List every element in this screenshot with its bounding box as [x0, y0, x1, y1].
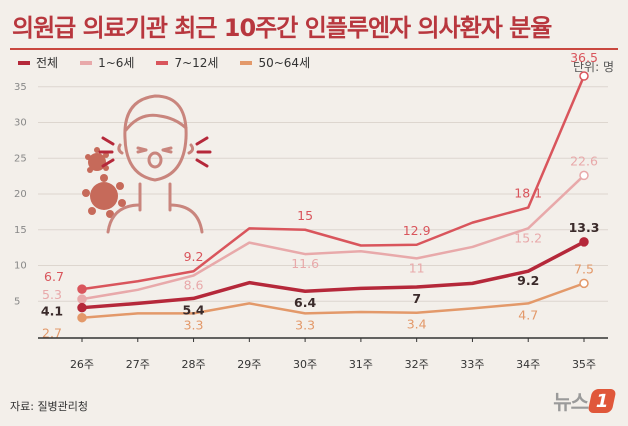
title-divider	[10, 48, 618, 50]
series-line	[81, 174, 585, 301]
legend: 전체 1~6세 7~12세 50~64세	[18, 54, 310, 71]
series-line	[81, 282, 585, 319]
data-label: 9.2	[517, 273, 539, 288]
data-label: 15.2	[514, 230, 542, 245]
x-tick-label: 32주	[405, 358, 429, 371]
news1-logo: 뉴스 1	[553, 386, 617, 415]
data-point	[579, 71, 589, 81]
grid-layer: 5 10 15 20 25 30 35	[14, 82, 608, 307]
x-tick-label: 30주	[293, 358, 317, 371]
data-label: 18.1	[514, 186, 542, 201]
x-tick-label: 28주	[181, 358, 205, 371]
y-tick-label: 20	[14, 189, 27, 200]
data-point	[77, 302, 87, 313]
virus-icon	[82, 174, 126, 218]
face-icon	[106, 94, 204, 234]
data-label: 36.5	[570, 50, 598, 65]
data-label: 7.5	[574, 261, 594, 276]
x-tick-label: 29주	[237, 358, 261, 371]
data-point	[77, 294, 87, 304]
data-label: 11	[409, 260, 425, 275]
data-label: 7	[412, 291, 421, 306]
legend-swatch	[80, 60, 93, 65]
series-layer	[77, 71, 589, 323]
legend-label: 7~12세	[174, 56, 219, 70]
x-tick-label: 27주	[126, 358, 150, 371]
data-label: 3.4	[407, 317, 427, 332]
legend-item: 7~12세	[156, 54, 218, 71]
source-note: 자료: 질병관리청	[10, 400, 89, 413]
data-label: 5.4	[182, 302, 204, 317]
data-label: 22.6	[570, 153, 598, 168]
chart-title: 의원급 의료기관 최근 10주간 인플루엔자 의사환자 분율	[12, 14, 552, 42]
data-label: 3.3	[184, 317, 204, 332]
y-tick-label: 15	[14, 225, 27, 236]
y-tick-label: 5	[14, 296, 20, 307]
data-point	[77, 312, 87, 323]
x-tick-label: 35주	[572, 358, 596, 371]
y-tick-label: 25	[14, 153, 27, 164]
x-tick-label: 34주	[516, 358, 540, 371]
data-label: 12.9	[403, 223, 431, 238]
sick-person-illustration	[82, 94, 212, 234]
data-label: 6.7	[44, 269, 64, 284]
legend-swatch	[156, 60, 169, 65]
data-point	[579, 278, 589, 289]
series-line	[81, 75, 586, 291]
data-label-layer: 4.1 5.4 6.4 7 9.2 13.3 5.3 8.6 11.6 11 15.2 22.6 6.7…	[41, 50, 600, 341]
legend-item: 전체	[18, 54, 58, 71]
logo-text: 뉴스	[553, 390, 589, 414]
data-label: 4.1	[41, 304, 63, 319]
data-label: 15	[297, 208, 313, 223]
x-tick-label: 26주	[70, 358, 94, 371]
data-label: 5.3	[42, 287, 62, 302]
series-line	[81, 240, 585, 310]
legend-swatch	[240, 60, 253, 65]
legend-label: 1~6세	[98, 56, 135, 70]
legend-label: 50~64세	[258, 56, 311, 70]
legend-item: 1~6세	[80, 54, 134, 71]
unit-label: 단위: 명	[573, 60, 614, 74]
sneeze-lines	[98, 136, 212, 168]
legend-swatch	[18, 60, 30, 65]
data-label: 4.7	[518, 307, 538, 322]
legend-label: 전체	[36, 56, 59, 70]
logo-badge: 1	[587, 388, 617, 413]
data-label: 13.3	[569, 220, 600, 235]
data-point	[579, 170, 589, 181]
data-label: 8.6	[184, 278, 204, 293]
y-tick-label: 35	[14, 82, 27, 93]
y-tick-label: 10	[14, 261, 27, 272]
data-label: 3.3	[295, 317, 315, 332]
x-tick-label: 33주	[460, 358, 484, 371]
data-label: 11.6	[291, 256, 319, 271]
legend-item: 50~64세	[240, 54, 310, 71]
data-label: 9.2	[184, 249, 204, 264]
data-point	[77, 284, 87, 294]
data-label: 2.7	[42, 326, 62, 341]
x-axis-layer: 26주 27주 28주 29주 30주 31주 32주 33주 34주 35주	[38, 337, 608, 371]
x-tick-label: 31주	[349, 358, 373, 371]
data-label: 6.4	[294, 295, 316, 310]
y-tick-label: 30	[14, 118, 27, 129]
data-point	[579, 237, 589, 247]
